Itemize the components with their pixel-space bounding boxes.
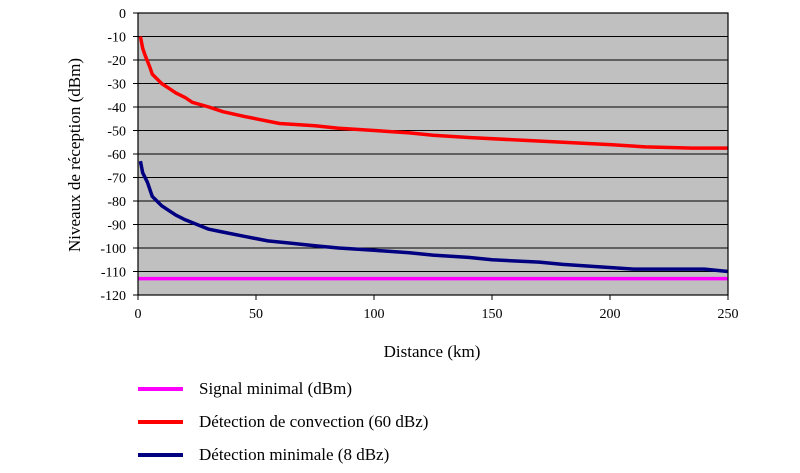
legend-swatch-detection-minimale (138, 452, 183, 457)
y-tick-label: -10 (107, 31, 126, 46)
x-tick-label: 0 (135, 307, 142, 322)
y-axis-label: Niveaux de réception (dBm) (65, 58, 84, 252)
tick-labels: 0 -10 -20 -30 -40 -50 -60 -70 -80 -90 -100 -110 -120… (100, 7, 738, 322)
legend-label-detection-convection: Détection de convection (60 dBz) (199, 411, 429, 431)
legend-item: Détection de convection (60 dBz) (138, 405, 428, 438)
series-line-detection-minimale-8-dbz (138, 160, 729, 274)
y-tick-label: -30 (107, 78, 126, 93)
y-tick-label: -80 (107, 195, 126, 210)
y-tick-label: -40 (107, 101, 126, 116)
y-tick-label: -60 (107, 148, 126, 163)
x-axis-label: Distance (km) (384, 342, 481, 361)
x-tick-label: 250 (718, 307, 739, 322)
x-tick-label: 50 (249, 307, 263, 322)
y-tick-label: -50 (107, 125, 126, 140)
legend-label-signal-minimal: Signal minimal (dBm) (199, 378, 352, 398)
y-tick-label: -100 (100, 242, 126, 257)
x-tick-label: 100 (364, 307, 385, 322)
x-tick-label: 200 (600, 307, 621, 322)
legend-item: Signal minimal (dBm) (138, 372, 428, 405)
y-tick-label: -70 (107, 172, 126, 187)
legend-swatch-signal-minimal (138, 386, 183, 391)
plot-area (133, 12, 729, 300)
legend-swatch-detection-convection (138, 419, 183, 424)
y-tick-label: 0 (119, 7, 126, 22)
y-tick-label: -120 (100, 289, 126, 304)
legend: Signal minimal (dBm) Détection de convec… (138, 372, 428, 471)
x-tick-label: 150 (482, 307, 503, 322)
plot-border (137, 12, 729, 296)
series-line-detection-de-convection-60-dbz (138, 36, 728, 150)
legend-label-detection-minimale: Détection minimale (8 dBz) (199, 444, 390, 464)
y-tick-label: -90 (107, 219, 126, 234)
y-tick-label: -110 (101, 266, 126, 281)
y-tick-label: -20 (107, 54, 126, 69)
legend-item: Détection minimale (8 dBz) (138, 438, 428, 471)
